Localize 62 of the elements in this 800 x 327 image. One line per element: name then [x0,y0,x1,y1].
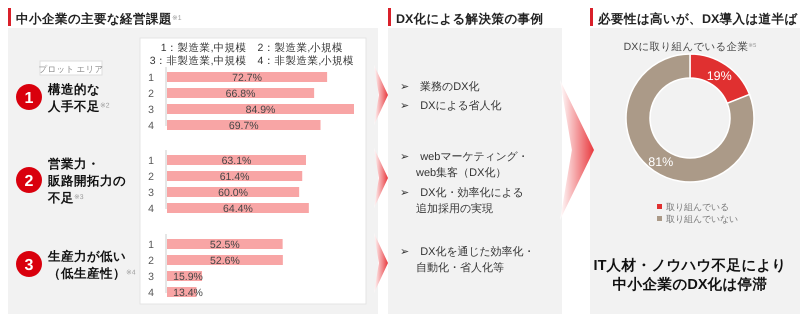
y-tick-label: 2 [148,88,154,100]
y-tick-label: 1 [148,155,154,167]
legend-label: 取り組んでいない [666,214,738,224]
data-label: 15.9% [173,271,203,283]
y-tick-label: 2 [148,171,154,183]
text: DX化による解決策の事例 [396,12,544,26]
bar [167,187,300,197]
data-label: 72.7% [232,72,262,84]
text: 中小企業の主要な経営課題$^{※1}$ [16,11,182,26]
text: 3 [24,257,34,274]
text: ➢ webマーケティング・ [400,151,528,163]
bar [167,88,314,98]
y-tick-label: 2 [148,255,154,267]
text: プロット エリア [38,64,104,74]
text: ➢ DXによる省人化 [400,99,502,112]
text: ➢ DX化を通じた効率化・ [400,245,534,258]
data-label: 69.7% [228,120,259,132]
data-label: 52.5% [210,239,240,251]
y-tick-label: 1 [148,72,154,84]
y-tick-label: 4 [148,203,154,215]
text: 1：製造業,中規模 2：製造業,小規模 [160,41,344,54]
text: 生産力が低い（低生産性）$^{※4}$ [47,248,136,280]
y-tick-label: 3 [148,104,154,116]
data-label: 19% [706,68,732,83]
data-label: 60.0% [218,187,248,199]
y-tick-label: 3 [148,271,154,283]
text: 1 [24,90,34,107]
data-label: 61.4% [220,171,250,183]
annotation: 3：非製造業,中規模 4：非製造業,小規模 [150,54,354,67]
text: IT人材・ノウハウ不足により [594,257,786,274]
text: web集客（DX化） [415,166,506,179]
y-tick-label: 3 [148,187,154,199]
bar [167,203,309,213]
y-tick-label: 1 [148,239,154,251]
text: 2 [24,173,34,190]
bar [167,155,306,165]
bar [167,72,328,82]
text: 営業力・販路開拓力の不足$^{※3}$ [47,156,126,205]
text: ➢ 業務のDX化 [400,81,480,93]
y-tick-label: 4 [148,287,154,299]
text: ➢ DX化・効率化による [400,186,524,199]
data-label: 81% [648,155,674,170]
y-tick-label: 4 [148,120,154,132]
bar [167,239,283,249]
data-label: 66.8% [226,88,256,100]
data-label: 63.1% [222,155,252,167]
text: 中小企業のDX化は停滞 [612,276,768,293]
text: 構造的な人手不足$^{※2}$ [47,82,110,114]
donut-slice [625,53,755,183]
data-label: 84.9% [246,104,276,116]
data-label: 52.6% [210,255,240,267]
data-label: 64.4% [223,203,253,215]
bar [167,255,283,265]
chart-title: 必要性は高いが、DX導入は道半ば [597,11,798,26]
text: 自動化・省人化等 [416,261,504,274]
bar [167,104,354,114]
bar [167,171,302,181]
bar [167,120,321,130]
text: 追加採用の実現 [416,202,493,215]
data-label: 13.4% [173,287,203,299]
chart-subtitle: DXに取り組んでいる企業$^{※5}$ [624,41,756,53]
legend-label: 取り組んでいる [666,202,729,212]
